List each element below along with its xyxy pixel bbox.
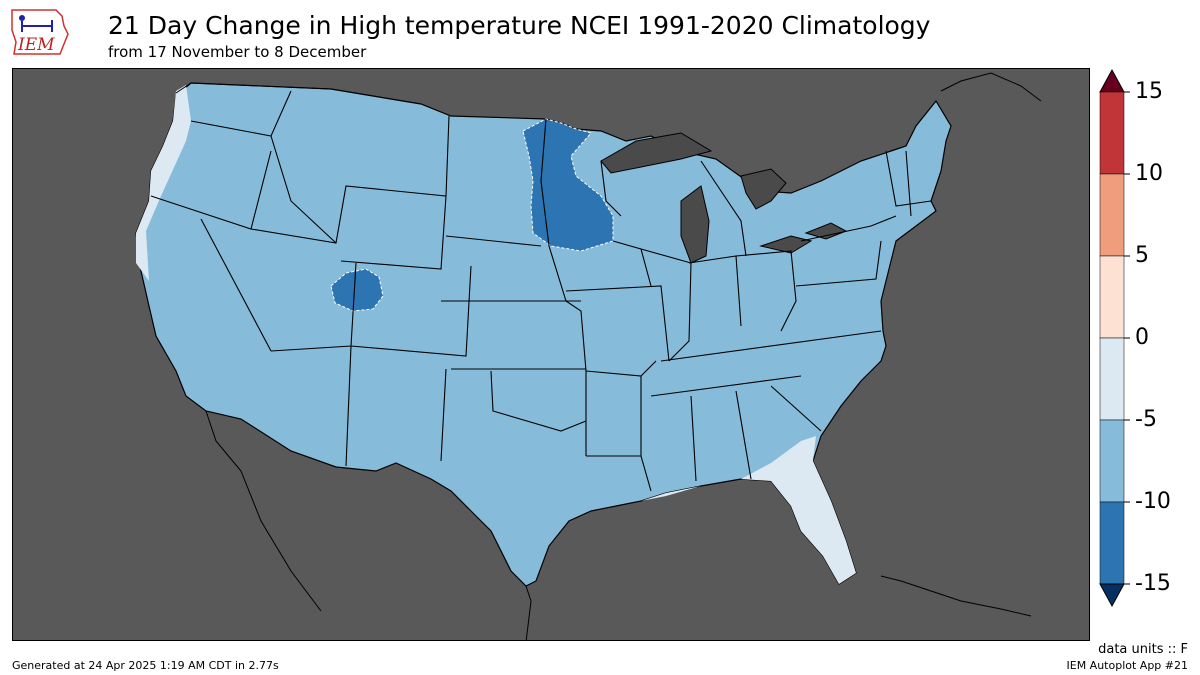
map-panel bbox=[12, 68, 1090, 641]
colorbar-bin-10-15 bbox=[1099, 91, 1125, 175]
colorbar-bin-below-minus15 bbox=[1099, 583, 1125, 608]
data-units-label: data units :: F bbox=[1098, 642, 1188, 657]
colorbar-tick-label: 10 bbox=[1135, 161, 1163, 186]
colorbar-tick-label: 15 bbox=[1135, 79, 1163, 104]
colorbar-bin-above-15 bbox=[1099, 68, 1125, 93]
app-credit: IEM Autoplot App #21 bbox=[1066, 659, 1189, 672]
colorbar-bin-0-5 bbox=[1099, 255, 1125, 339]
map-canvas bbox=[135, 72, 1042, 640]
colorbar bbox=[1099, 68, 1130, 608]
colorado-patch bbox=[330, 268, 384, 312]
colorbar-tick-label: 0 bbox=[1135, 325, 1149, 350]
colorbar-bin-5-10 bbox=[1099, 173, 1125, 257]
colorbar-tick-label: -10 bbox=[1135, 489, 1171, 514]
iem-logo: IEM bbox=[11, 9, 69, 55]
colorbar-bin-minus15-minus10 bbox=[1099, 501, 1125, 585]
neighbor-borders bbox=[175, 72, 1042, 640]
west-coast-band bbox=[136, 85, 191, 281]
southeast-band bbox=[641, 436, 856, 584]
logo-text: IEM bbox=[17, 35, 55, 55]
great-lakes bbox=[600, 132, 848, 264]
map-title: 21 Day Change in High temperature NCEI 1… bbox=[108, 11, 931, 40]
colorbar-tick-label: -5 bbox=[1135, 407, 1157, 432]
generated-timestamp: Generated at 24 Apr 2025 1:19 AM CDT in … bbox=[12, 659, 279, 672]
map-subtitle: from 17 November to 8 December bbox=[108, 43, 367, 61]
colorbar-bin-minus10-minus5 bbox=[1099, 419, 1125, 503]
state-borders bbox=[150, 90, 932, 492]
colorbar-bin-minus5-0 bbox=[1099, 337, 1125, 421]
colorbar-tick-label: 5 bbox=[1135, 243, 1149, 268]
colorbar-tick-label: -15 bbox=[1135, 571, 1171, 596]
